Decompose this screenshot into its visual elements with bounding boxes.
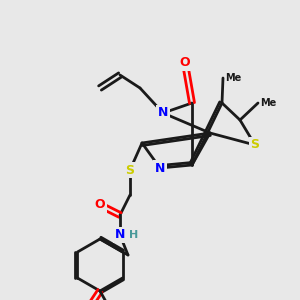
- Text: N: N: [115, 229, 125, 242]
- Text: N: N: [158, 106, 168, 119]
- Text: Me: Me: [225, 73, 241, 83]
- Text: S: S: [125, 164, 134, 176]
- Text: O: O: [180, 56, 190, 70]
- Text: N: N: [155, 161, 165, 175]
- Text: O: O: [95, 199, 105, 212]
- Text: S: S: [250, 139, 260, 152]
- Text: H: H: [129, 230, 138, 240]
- Text: Me: Me: [260, 98, 276, 108]
